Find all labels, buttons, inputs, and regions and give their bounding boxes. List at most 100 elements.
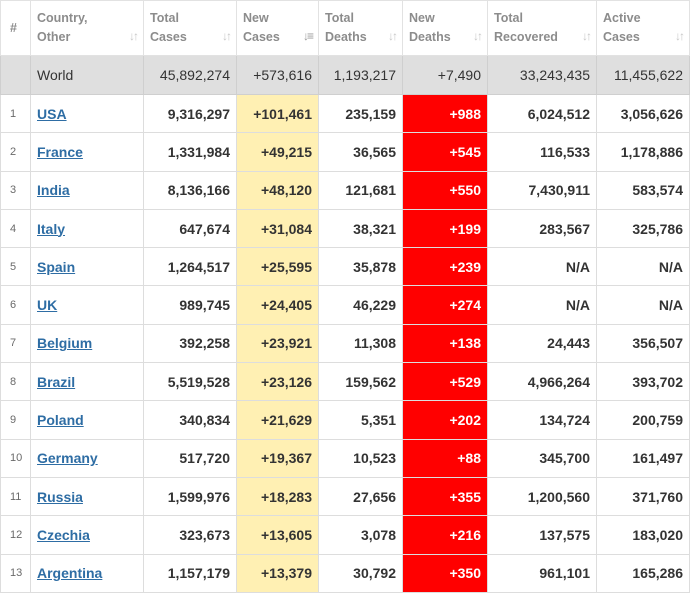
header-label: Total	[150, 11, 179, 25]
country-link[interactable]: UK	[37, 297, 58, 314]
total-cases-cell: 1,331,984	[143, 132, 237, 172]
total-recovered-cell: 1,200,560	[487, 476, 597, 517]
new-cases-cell: +25,595	[236, 247, 319, 287]
total-recovered-cell: 4,966,264	[487, 362, 597, 402]
total-recovered-cell: 24,443	[487, 323, 597, 364]
header-label: Cases	[243, 30, 280, 44]
row-number: 4	[0, 208, 31, 249]
header-label: Cases	[603, 30, 640, 44]
total-recovered-cell: N/A	[487, 247, 597, 287]
total-deaths-cell: 3,078	[318, 515, 403, 555]
total-recovered-cell: 134,724	[487, 400, 597, 440]
new-deaths-cell: +199	[402, 208, 488, 249]
header-new-cases[interactable]: New Cases ↓≡	[236, 0, 319, 56]
country-cell: Poland	[30, 400, 144, 440]
country-cell: Czechia	[30, 515, 144, 555]
active-cases-cell: N/A	[596, 285, 690, 325]
table-row: 3 India 8,136,166 +48,120 121,681 +550 7,430,9…	[0, 170, 690, 210]
row-number: 10	[0, 438, 31, 478]
table-row: 13 Argentina 1,157,179 +13,379 30,792 +350 961…	[0, 553, 690, 593]
total-cases-cell: 1,264,517	[143, 247, 237, 287]
total-recovered-cell: 6,024,512	[487, 93, 597, 134]
header-label: Deaths	[325, 30, 367, 44]
country-link[interactable]: India	[37, 182, 70, 199]
total-deaths-cell: 27,656	[318, 476, 403, 517]
country-link[interactable]: Italy	[37, 220, 66, 237]
country-link[interactable]: USA	[37, 105, 67, 122]
header-total-recovered[interactable]: Total Recovered ↓↑	[487, 0, 597, 56]
new-cases-cell: +13,605	[236, 515, 319, 555]
total-recovered-cell: 283,567	[487, 208, 597, 249]
country-link[interactable]: Poland	[37, 412, 84, 429]
table-row: 5 Spain 1,264,517 +25,595 35,878 +239 N/A N/A	[0, 247, 690, 287]
total-cases-cell: 340,834	[143, 400, 237, 440]
country-link[interactable]: Czechia	[37, 526, 90, 543]
total-cases-cell: 1,157,179	[143, 553, 237, 593]
row-number	[0, 55, 31, 95]
header-new-deaths[interactable]: New Deaths ↓↑	[402, 0, 488, 56]
sort-arrows-icon[interactable]: ↓↑	[473, 29, 483, 43]
country-link[interactable]: Brazil	[37, 373, 76, 390]
total-cases-cell: 323,673	[143, 515, 237, 555]
total-deaths-cell: 36,565	[318, 132, 403, 172]
new-cases-cell: +48,120	[236, 170, 319, 210]
new-cases-cell: +23,921	[236, 323, 319, 364]
table-row: 7 Belgium 392,258 +23,921 11,308 +138 24,443 35…	[0, 323, 690, 364]
new-deaths-cell: +7,490	[402, 55, 488, 95]
total-cases-cell: 8,136,166	[143, 170, 237, 210]
country-cell: Germany	[30, 438, 144, 478]
total-deaths-cell: 159,562	[318, 362, 403, 402]
row-number: 9	[0, 400, 31, 440]
row-number: 6	[0, 285, 31, 325]
active-cases-cell: N/A	[596, 247, 690, 287]
header-active-cases[interactable]: Active Cases ↓↑	[596, 0, 690, 56]
total-cases-cell: 392,258	[143, 323, 237, 364]
sort-desc-icon[interactable]: ↓≡	[302, 29, 314, 43]
country-link[interactable]: Russia	[37, 488, 83, 505]
header-label: Country,	[37, 11, 88, 25]
header-label: Active	[603, 11, 641, 25]
country-cell: Italy	[30, 208, 144, 249]
new-cases-cell: +49,215	[236, 132, 319, 172]
sort-arrows-icon[interactable]: ↓↑	[388, 29, 398, 43]
world-row: World 45,892,274 +573,616 1,193,217 +7,4…	[0, 55, 690, 95]
country-link[interactable]: Argentina	[37, 565, 103, 582]
header-label: Cases	[150, 30, 187, 44]
total-cases-cell: 5,519,528	[143, 362, 237, 402]
active-cases-cell: 200,759	[596, 400, 690, 440]
world-label: World	[30, 55, 144, 95]
sort-arrows-icon[interactable]: ↓↑	[129, 29, 139, 43]
sort-arrows-icon[interactable]: ↓↑	[675, 29, 685, 43]
sort-arrows-icon[interactable]: ↓↑	[222, 29, 232, 43]
total-cases-cell: 647,674	[143, 208, 237, 249]
new-deaths-cell: +355	[402, 476, 488, 517]
header-total-cases[interactable]: Total Cases ↓↑	[143, 0, 237, 56]
table-row: 11 Russia 1,599,976 +18,283 27,656 +355 1,200,…	[0, 476, 690, 517]
row-number: 3	[0, 170, 31, 210]
country-link[interactable]: Germany	[37, 450, 98, 467]
header-number[interactable]: #	[0, 0, 31, 56]
country-link[interactable]: Belgium	[37, 335, 93, 352]
active-cases-cell: 183,020	[596, 515, 690, 555]
new-deaths-cell: +274	[402, 285, 488, 325]
header-country[interactable]: Country, Other ↓↑	[30, 0, 144, 56]
country-link[interactable]: Spain	[37, 258, 76, 275]
active-cases-cell: 583,574	[596, 170, 690, 210]
header-label: New	[409, 11, 435, 25]
header-total-deaths[interactable]: Total Deaths ↓↑	[318, 0, 403, 56]
total-recovered-cell: 345,700	[487, 438, 597, 478]
total-deaths-cell: 235,159	[318, 93, 403, 134]
active-cases-cell: 3,056,626	[596, 93, 690, 134]
country-link[interactable]: France	[37, 143, 83, 160]
active-cases-cell: 1,178,886	[596, 132, 690, 172]
total-recovered-cell: 33,243,435	[487, 55, 597, 95]
table-row: 12 Czechia 323,673 +13,605 3,078 +216 137,575 1…	[0, 515, 690, 555]
header-label: Recovered	[494, 30, 558, 44]
country-cell: USA	[30, 93, 144, 134]
country-cell: Spain	[30, 247, 144, 287]
total-deaths-cell: 35,878	[318, 247, 403, 287]
active-cases-cell: 393,702	[596, 362, 690, 402]
sort-arrows-icon[interactable]: ↓↑	[582, 29, 592, 43]
row-number: 1	[0, 93, 31, 134]
